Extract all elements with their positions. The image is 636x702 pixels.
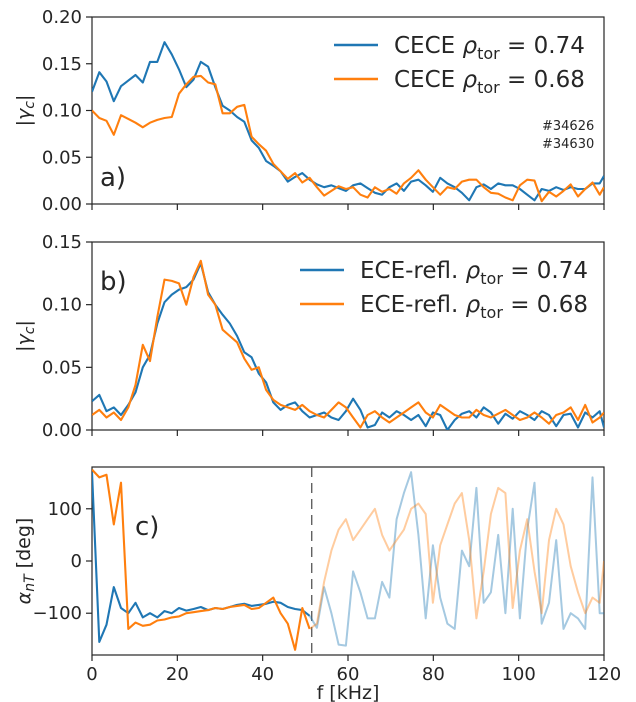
legend-entry: ECE-refl. ρtor = 0.68: [360, 292, 588, 322]
legend-entry: CECE ρtor = 0.68: [394, 67, 585, 97]
series-line-faded-0: [308, 471, 604, 647]
shot-number: #34630: [542, 137, 594, 152]
y-tick-label: 0.10: [42, 101, 82, 122]
y-tick-label: 0.05: [42, 147, 82, 168]
legend-entry: CECE ρtor = 0.74: [394, 33, 585, 63]
y-axis-label: |γc|: [13, 95, 38, 127]
y-tick-label: 100: [48, 499, 82, 520]
panel-label: b): [100, 267, 127, 297]
x-tick-label: 40: [251, 664, 274, 685]
y-axis-label: αnT [deg]: [13, 518, 38, 605]
y-tick-label: 0: [71, 551, 82, 572]
legend-entry: ECE-refl. ρtor = 0.74: [360, 258, 588, 288]
x-tick-label: 120: [587, 664, 621, 685]
panel-a: 0.00 0.05 0.10 0.15 0.20 |γc| a) CECE ρtor = 0.…: [13, 7, 605, 215]
series-line-1: [92, 468, 311, 651]
series-line-1: [92, 259, 604, 429]
series-line-faded-1: [309, 486, 604, 630]
x-tick-label: 0: [86, 664, 97, 685]
panel-c: 0 20 40 60 80 100 120 −100 0 100 αnT [deg] f [kHz] c…: [13, 466, 621, 702]
x-axis-label: f [kHz]: [317, 682, 380, 702]
shot-number: #34626: [542, 119, 594, 134]
y-tick-label: 0.00: [42, 420, 82, 441]
x-tick-label: 20: [166, 664, 189, 685]
y-tick-label: 0.00: [42, 194, 82, 215]
x-tick-label: 80: [422, 664, 445, 685]
y-tick-label: 0.15: [42, 54, 82, 75]
y-tick-label: 0.20: [42, 7, 82, 28]
y-tick-label: 0.15: [42, 232, 82, 253]
y-tick-label: 0.10: [42, 295, 82, 316]
panel-label: a): [100, 163, 126, 193]
y-tick-label: 0.05: [42, 357, 82, 378]
x-tick-label: 60: [337, 664, 360, 685]
panel-label: c): [135, 512, 159, 542]
y-axis-label: |γc|: [13, 320, 38, 352]
y-tick-label: −100: [33, 603, 82, 624]
panel-b: 0.00 0.05 0.10 0.15 |γc| b) ECE-refl. ρtor = 0…: [13, 232, 605, 441]
x-tick-label: 100: [501, 664, 535, 685]
series-line-0: [92, 262, 604, 430]
series-line-0: [92, 41, 604, 202]
series-line-1: [92, 74, 604, 203]
